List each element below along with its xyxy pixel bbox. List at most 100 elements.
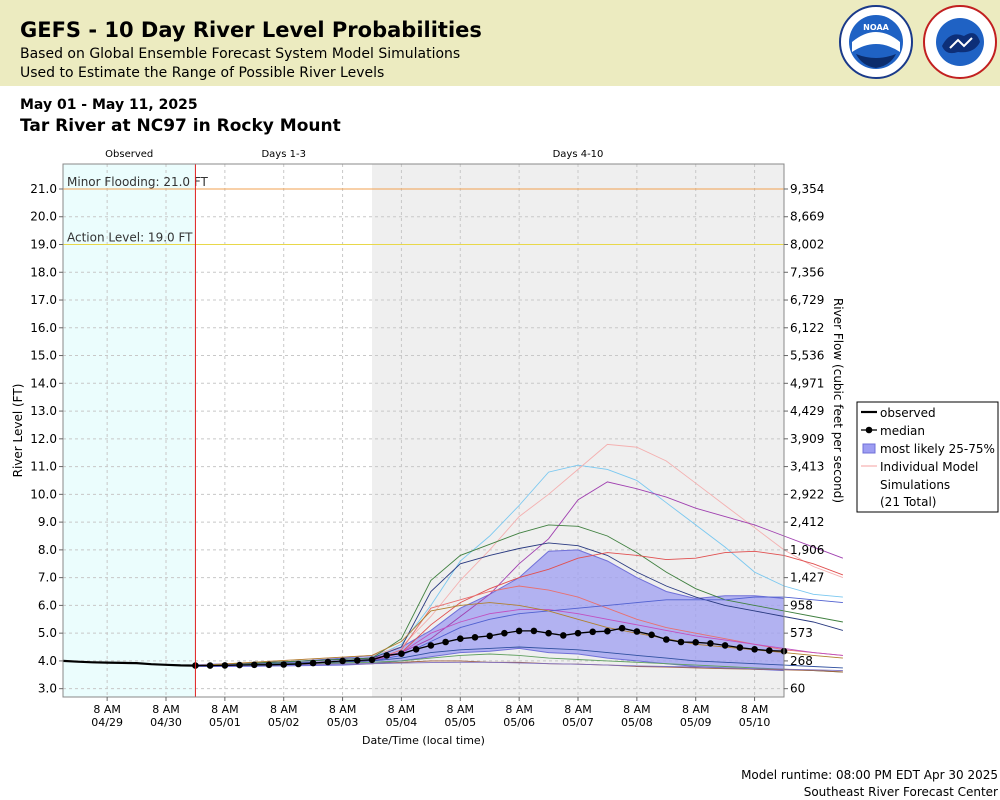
legend-members-label-2: Simulations: [880, 478, 950, 492]
median-point: [501, 629, 508, 637]
median-point: [692, 639, 699, 646]
median-point: [707, 640, 714, 647]
model-simulation-line: [195, 464, 843, 667]
y-tick-label: 19.0: [30, 238, 57, 252]
median-point: [721, 642, 729, 649]
median-point: [251, 661, 258, 669]
median-point: [309, 659, 317, 667]
forecast-center: Southeast River Forecast Center: [803, 785, 998, 799]
y-tick-label: 15.0: [30, 349, 57, 363]
x-tick-label-date: 05/10: [739, 716, 771, 729]
y-tick-label: 20.0: [30, 210, 57, 224]
median-point: [560, 632, 567, 639]
model-simulation-line: [195, 661, 843, 672]
median-point: [457, 635, 464, 642]
flow-tick-label: 268: [790, 654, 813, 668]
model-simulation-line: [195, 550, 844, 667]
flow-tick-label: 4,971: [790, 376, 824, 390]
gauge-location: Tar River at NC97 in Rocky Mount: [20, 116, 341, 136]
flow-tick-label: 2,412: [790, 515, 824, 529]
header-subtitle-1: Based on Global Ensemble Forecast System…: [20, 46, 461, 62]
noaa-logo-text: NOAA: [863, 23, 889, 32]
flow-tick-label: 573: [790, 626, 813, 640]
median-point: [486, 632, 494, 640]
median-point: [677, 638, 685, 646]
x-tick-label-date: 05/05: [444, 716, 476, 729]
chart-axes: Observed Days 1-3 Days 4-10 3.0 4.0 5.0 6.0 7.0…: [11, 149, 845, 747]
median-point: [633, 628, 641, 635]
flow-tick-label: 4,429: [790, 404, 824, 418]
model-simulation-line: [195, 443, 844, 667]
x-tick-label-time: 8 AM: [388, 703, 416, 716]
median-point: [265, 661, 273, 669]
flow-tick-label: 1,427: [790, 571, 824, 585]
legend-members-label-3: (21 Total): [880, 495, 936, 509]
x-tick-label-date: 05/09: [680, 716, 712, 729]
observed-period-bg: [63, 164, 196, 697]
noaa-logo: NOAA: [839, 5, 913, 79]
median-point: [618, 624, 626, 632]
plot-frame: [62, 163, 785, 698]
y2-axis-title: River Flow (cubic feet per second): [831, 298, 845, 503]
threshold-lines: Minor Flooding: 21.0 FT Action Level: 19.…: [63, 175, 784, 246]
observed-series: [62, 659, 196, 667]
flow-tick-label: 958: [790, 598, 813, 612]
legend-median-label: median: [880, 424, 925, 438]
y-tick-label: 9.0: [38, 515, 57, 529]
median-point: [368, 656, 376, 664]
median-point: [471, 634, 479, 641]
legend-band-label: most likely 25-75%: [880, 442, 995, 456]
chart-legend: observed median most likely 25-75% Individu…: [856, 401, 999, 513]
x-tick-label-time: 8 AM: [270, 703, 298, 716]
y-tick-label: 8.0: [38, 543, 57, 557]
median-point: [515, 627, 523, 635]
flow-tick-label: 60: [790, 682, 805, 696]
page-title: GEFS - 10 Day River Level Probabilities: [20, 18, 482, 42]
x-tick-label-time: 8 AM: [152, 703, 180, 716]
x-tick-label-date: 04/29: [91, 716, 123, 729]
model-simulation-line: [195, 596, 843, 667]
median-point: [354, 657, 361, 664]
flow-tick-label: 7,356: [790, 265, 824, 279]
median-point: [574, 629, 582, 637]
section-label: Days 1-3: [261, 149, 305, 160]
median-point: [442, 638, 449, 646]
y-tick-label: 5.0: [38, 626, 57, 640]
y-tick-label: 17.0: [30, 293, 57, 307]
flow-tick-label: 9,354: [790, 182, 824, 196]
flow-tick-label: 1,906: [790, 543, 824, 557]
median-point: [324, 658, 332, 666]
model-simulations: [195, 443, 844, 673]
median-point: [412, 646, 420, 653]
x-axis-title: Date/Time (local time): [362, 734, 485, 747]
model-runtime: Model runtime: 08:00 PM EDT Apr 30 2025: [741, 768, 998, 782]
median-point: [236, 661, 243, 669]
y-tick-label: 18.0: [30, 265, 57, 279]
legend-box: [856, 401, 999, 513]
median-point: [221, 662, 229, 669]
median-point: [339, 657, 346, 665]
flow-tick-label: 6,729: [790, 293, 824, 307]
model-simulation-line: [195, 609, 843, 667]
median-point: [295, 660, 302, 668]
median-point: [736, 644, 744, 651]
x-tick-label-time: 8 AM: [329, 703, 357, 716]
flow-tick-label: 5,536: [790, 349, 824, 363]
x-tick-label-time: 8 AM: [505, 703, 533, 716]
y-tick-label: 16.0: [30, 321, 57, 335]
y-tick-label: 11.0: [30, 460, 57, 474]
legend-median-dot: [865, 426, 873, 434]
y-tick-label: 21.0: [30, 182, 57, 196]
model-simulation-line: [195, 542, 844, 667]
flow-tick-label: 6,122: [790, 321, 824, 335]
model-simulation-line: [195, 524, 843, 667]
x-tick-label-date: 05/03: [327, 716, 359, 729]
median-point: [383, 652, 391, 659]
median-point: [530, 627, 538, 635]
observed-line: [62, 659, 196, 667]
x-tick-label-date: 05/08: [621, 716, 653, 729]
median-point: [648, 631, 655, 639]
flow-tick-label: 3,909: [790, 432, 824, 446]
flow-tick-label: 3,413: [790, 460, 824, 474]
